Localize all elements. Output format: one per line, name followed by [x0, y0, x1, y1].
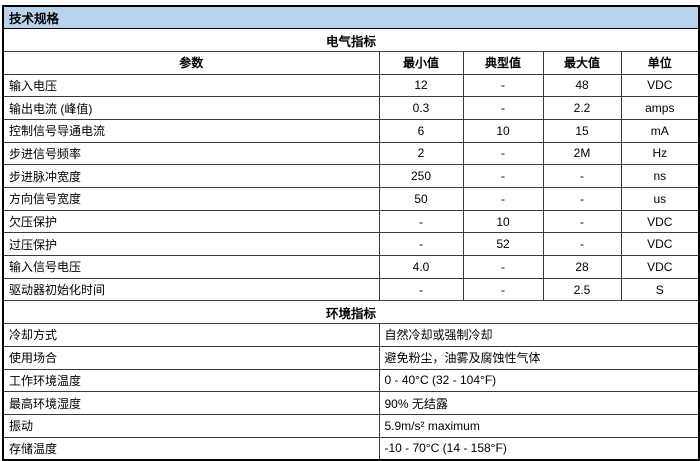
typ-cell: 10: [462, 118, 544, 143]
typ-cell: 10: [462, 209, 544, 234]
env-value-cell: 5.9m/s² maximum: [378, 413, 700, 438]
min-cell: -: [378, 277, 464, 302]
col-header-param: 参数: [2, 50, 380, 75]
env-value-cell: 避免粉尘，油雾及腐蚀性气体: [378, 345, 700, 370]
param-cell: 输出电流 (峰值): [2, 96, 380, 120]
electrical-section-header: 电气指标: [2, 28, 700, 52]
spec-table: 技术规格 电气指标 参数 最小值 典型值 最大值 单位 输入电压 12 - 48…: [2, 5, 700, 461]
table-row: 振动 5.9m/s² maximum: [2, 413, 700, 438]
max-cell: -: [542, 209, 622, 234]
environment-section-header: 环境指标: [2, 300, 700, 325]
table-row: 输入信号电压 4.0 - 28 VDC: [2, 255, 700, 279]
unit-cell: S: [620, 277, 700, 302]
min-cell: 50: [378, 187, 464, 211]
env-value-cell: -10 - 70°C (14 - 158°F): [378, 436, 700, 461]
max-cell: 28: [542, 255, 622, 279]
min-cell: -: [378, 232, 464, 257]
table-row: 步进信号频率 2 - 2M Hz: [2, 141, 700, 166]
env-value-cell: 90% 无结露: [378, 391, 700, 415]
unit-cell: ns: [620, 164, 700, 188]
table-row: 驱动器初始化时间 - - 2.5 S: [2, 277, 700, 302]
unit-cell: Hz: [620, 141, 700, 166]
max-cell: 48: [542, 73, 622, 98]
col-header-unit: 单位: [620, 50, 700, 75]
typ-cell: -: [462, 255, 544, 279]
typ-cell: -: [462, 73, 544, 98]
param-cell: 输入信号电压: [2, 255, 380, 279]
min-cell: 2: [378, 141, 464, 166]
min-cell: 4.0: [378, 255, 464, 279]
param-cell: 使用场合: [2, 345, 380, 370]
table-row: 技术规格: [2, 5, 700, 30]
table-row: 控制信号导通电流 6 10 15 mA: [2, 118, 700, 143]
param-cell: 步进脉冲宽度: [2, 164, 380, 188]
max-cell: 15: [542, 118, 622, 143]
unit-cell: VDC: [620, 73, 700, 98]
min-cell: 12: [378, 73, 464, 98]
max-cell: -: [542, 187, 622, 211]
table-row: 环境指标: [2, 300, 700, 325]
param-cell: 过压保护: [2, 232, 380, 257]
max-cell: 2.5: [542, 277, 622, 302]
min-cell: 0.3: [378, 96, 464, 120]
unit-cell: VDC: [620, 209, 700, 234]
table-row: 最高环境湿度 90% 无结露: [2, 391, 700, 415]
min-cell: 6: [378, 118, 464, 143]
table-title: 技术规格: [2, 5, 700, 30]
table-row: 方向信号宽度 50 - - us: [2, 187, 700, 211]
table-row: 步进脉冲宽度 250 - - ns: [2, 164, 700, 188]
param-cell: 控制信号导通电流: [2, 118, 380, 143]
col-header-min: 最小值: [378, 50, 464, 75]
max-cell: -: [542, 232, 622, 257]
param-cell: 最高环境湿度: [2, 391, 380, 415]
col-header-max: 最大值: [542, 50, 622, 75]
table-row: 冷却方式 自然冷却或强制冷却: [2, 323, 700, 347]
param-cell: 步进信号频率: [2, 141, 380, 166]
unit-cell: amps: [620, 96, 700, 120]
table-row: 过压保护 - 52 - VDC: [2, 232, 700, 257]
typ-cell: -: [462, 187, 544, 211]
typ-cell: -: [462, 141, 544, 166]
max-cell: 2M: [542, 141, 622, 166]
min-cell: 250: [378, 164, 464, 188]
unit-cell: us: [620, 187, 700, 211]
param-cell: 输入电压: [2, 73, 380, 98]
env-value-cell: 0 - 40°C (32 - 104°F): [378, 368, 700, 393]
unit-cell: VDC: [620, 232, 700, 257]
param-cell: 工作环境温度: [2, 368, 380, 393]
max-cell: 2.2: [542, 96, 622, 120]
param-cell: 欠压保护: [2, 209, 380, 234]
col-header-typ: 典型值: [462, 50, 544, 75]
table-row: 工作环境温度 0 - 40°C (32 - 104°F): [2, 368, 700, 393]
param-cell: 振动: [2, 413, 380, 438]
table-row: 使用场合 避免粉尘，油雾及腐蚀性气体: [2, 345, 700, 370]
typ-cell: -: [462, 277, 544, 302]
unit-cell: mA: [620, 118, 700, 143]
table-header-row: 参数 最小值 典型值 最大值 单位: [2, 50, 700, 75]
typ-cell: -: [462, 164, 544, 188]
param-cell: 存储温度: [2, 436, 380, 461]
typ-cell: 52: [462, 232, 544, 257]
min-cell: -: [378, 209, 464, 234]
table-row: 欠压保护 - 10 - VDC: [2, 209, 700, 234]
max-cell: -: [542, 164, 622, 188]
param-cell: 方向信号宽度: [2, 187, 380, 211]
table-row: 电气指标: [2, 28, 700, 52]
table-row: 输出电流 (峰值) 0.3 - 2.2 amps: [2, 96, 700, 120]
table-row: 存储温度 -10 - 70°C (14 - 158°F): [2, 436, 700, 461]
typ-cell: -: [462, 96, 544, 120]
table-row: 输入电压 12 - 48 VDC: [2, 73, 700, 98]
unit-cell: VDC: [620, 255, 700, 279]
param-cell: 驱动器初始化时间: [2, 277, 380, 302]
env-value-cell: 自然冷却或强制冷却: [378, 323, 700, 347]
param-cell: 冷却方式: [2, 323, 380, 347]
